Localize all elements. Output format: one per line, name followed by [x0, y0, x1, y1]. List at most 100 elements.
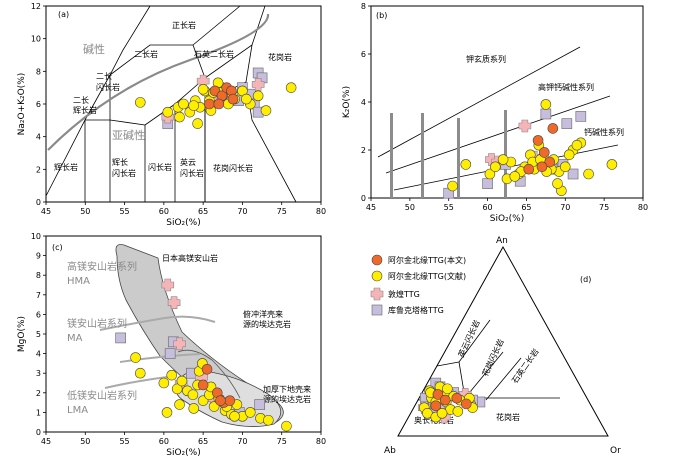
series-label-alkaline: 碱性	[83, 42, 105, 56]
data-point-d-s1	[442, 383, 453, 395]
data-point-b-s1	[563, 149, 575, 161]
field-monzogabbro-1: 二长	[73, 95, 89, 105]
bar-57	[457, 118, 460, 198]
data-point-c-s0	[201, 363, 213, 375]
panel-b-label: (b)	[376, 11, 387, 20]
y-tick-label: 7	[36, 291, 41, 300]
x-tick-label: 70	[560, 203, 570, 212]
field-diorite: 闪长岩	[148, 162, 172, 172]
x-axis-label: SiO₂(%)	[166, 448, 200, 458]
data-point-c-s1	[130, 352, 141, 363]
bar-52	[421, 113, 424, 198]
y-tick-label: 6	[36, 310, 41, 319]
data-point-a-s0	[204, 98, 215, 110]
data-point-a-s1	[188, 100, 200, 111]
panel-b-data-points	[443, 99, 618, 199]
legend: 阿尔金北缘TTG(本文) 阿尔金北缘TTG(文献) 敦煌TTG 库鲁克塔格TTG	[370, 254, 466, 316]
field-tonalite-2: 闪长岩	[180, 168, 204, 178]
data-point-c-s3	[115, 332, 126, 344]
x-axis-label: SiO₂(%)	[166, 218, 200, 228]
panel-d-ternary-diagram: An Ab Or (d) 英云闪长岩 花岗闪长岩 石英二长岩 奥长花岗岩 花岗岩	[384, 236, 621, 456]
data-point-b-s0	[532, 135, 544, 146]
field-calc-alkaline: 钙碱性系列	[584, 127, 624, 137]
field-gabbro: 辉长岩	[54, 162, 78, 172]
bar-63	[504, 110, 507, 198]
legend-symbol-purple-square	[371, 304, 383, 316]
data-point-c-s1	[281, 420, 292, 432]
panel-b-axes: 45 50 55 60 65 70 75 80 0 2 4 6 8 SiO₂(%) K₂O(%)	[342, 2, 648, 224]
field-oceanic-adakite-2: 源的埃达克岩	[243, 319, 291, 329]
data-point-c-s1	[161, 407, 173, 418]
y-tick-label: 4	[36, 350, 41, 359]
legend-label: 阿尔金北缘TTG(本文)	[388, 255, 466, 265]
x-tick-label: 65	[521, 203, 531, 212]
panel-b-k2o-diagram: (b) 钾玄质系列 高钾钙碱性系列 钙碱性系列 45 50 55 60 65 70 75 80…	[342, 2, 648, 224]
adakite-oceanic-boundary	[177, 349, 241, 399]
data-point-b-s2	[518, 119, 532, 133]
legend-label: 库鲁克塔格TTG	[388, 305, 444, 315]
x-tick-label: 50	[405, 203, 415, 212]
x-tick-label: 80	[316, 207, 326, 216]
data-point-a-s1	[285, 82, 297, 93]
panel-d-data-points	[417, 377, 486, 424]
tern-b2	[458, 319, 491, 363]
y-tick-label: 3	[36, 369, 41, 378]
data-point-a-s1	[197, 84, 209, 95]
data-point-b-s1	[447, 180, 458, 192]
data-point-c-s0	[215, 395, 226, 406]
legend-item-this-study: 阿尔金北缘TTG(本文)	[371, 254, 466, 266]
data-point-b-s3	[540, 108, 552, 120]
field-granodiorite: 花岗闪长岩	[213, 163, 253, 173]
data-point-b-s3	[575, 111, 587, 122]
data-point-a-s1	[178, 98, 189, 110]
tern-b5	[464, 351, 504, 399]
data-point-a-s0	[213, 98, 225, 110]
boundary-a8	[109, 119, 146, 126]
apex-an: An	[496, 236, 508, 246]
data-point-d-s0	[430, 400, 442, 412]
data-point-b-s1	[484, 168, 496, 180]
data-point-c-s2	[167, 296, 181, 309]
data-point-b-s1	[583, 168, 594, 180]
data-point-d-s0	[432, 389, 444, 400]
field-oceanic-adakite-1: 俯冲洋壳来	[243, 309, 283, 319]
x-tick-label: 50	[80, 437, 90, 446]
panel-a-label: (a)	[58, 10, 69, 19]
y-tick-label: 4	[36, 133, 41, 142]
legend-label: 敦煌TTG	[388, 289, 420, 299]
data-point-b-s0	[536, 161, 548, 173]
y-tick-label: 0	[361, 194, 366, 203]
y-tick-label: 0	[36, 198, 41, 207]
y-tick-label: 8	[361, 2, 366, 11]
x-tick-label: 75	[277, 207, 287, 216]
field-gabbro-diorite-1: 辉长	[112, 157, 128, 167]
x-tick-label: 55	[119, 207, 129, 216]
x-tick-label: 55	[119, 437, 129, 446]
data-point-c-s1	[166, 369, 178, 381]
data-point-c-s1	[134, 367, 146, 379]
data-point-d-s1	[436, 408, 448, 419]
legend-symbol-orange-circle	[371, 254, 383, 266]
y-tick-label: 8	[36, 67, 41, 76]
field-shoshonitic: 钾玄质系列	[466, 54, 506, 64]
data-point-d-s0	[460, 398, 472, 410]
data-point-d-s0	[451, 392, 463, 404]
y-tick-label: 0	[36, 428, 41, 437]
data-point-c-s1	[187, 389, 199, 401]
data-point-a-s1	[162, 106, 174, 118]
legend-item-literature: 阿尔金北缘TTG(文献)	[371, 270, 466, 282]
field-gabbro-diorite-2: 闪长岩	[112, 168, 136, 178]
field-crust-adakite-2: 源的埃达克岩	[263, 394, 311, 404]
boundary-a12	[192, 44, 206, 79]
data-point-a-s1	[174, 111, 185, 123]
panel-d-label: (d)	[580, 275, 591, 284]
data-point-b-s1	[509, 171, 521, 182]
field-monzogabbro-2: 辉长岩	[73, 105, 97, 115]
series-label-hma-cn: 高镁安山岩系列	[67, 260, 137, 273]
data-point-b-s1	[540, 99, 552, 110]
y-tick-label: 1	[36, 408, 41, 417]
series-label-hma-en: HMA	[67, 276, 90, 287]
series-label-subalkaline: 亚碱性	[112, 128, 145, 142]
field-japan-hma: 日本高镁安山岩	[162, 253, 218, 263]
data-point-c-s1	[174, 399, 185, 410]
